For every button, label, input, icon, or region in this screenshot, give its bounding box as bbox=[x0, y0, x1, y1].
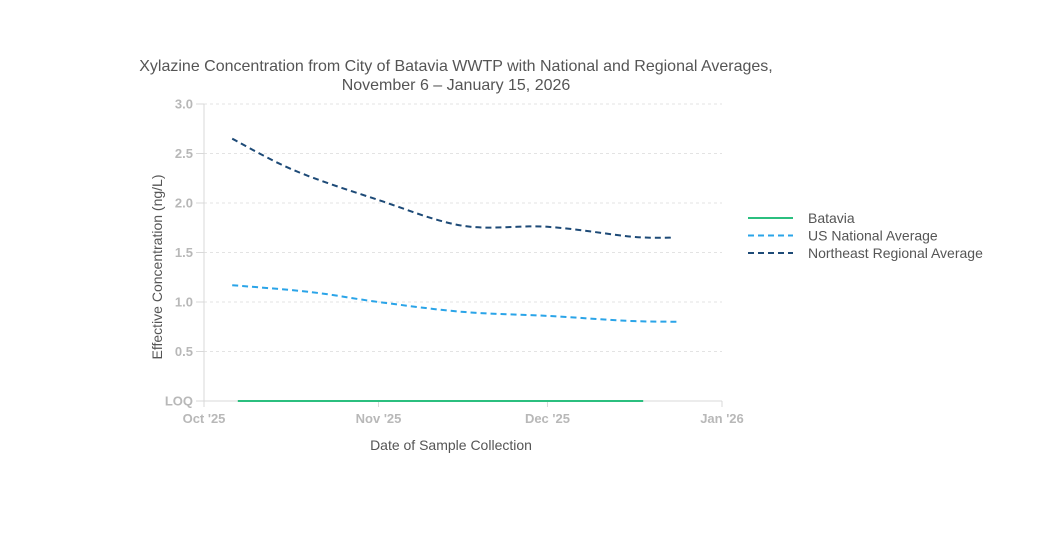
legend-label-us-national-average: US National Average bbox=[808, 228, 938, 244]
y-tick-label: 1.5 bbox=[175, 245, 193, 260]
y-tick-label: 1.0 bbox=[175, 295, 193, 310]
y-tick-label: 0.5 bbox=[175, 344, 193, 359]
legend-label-batavia: Batavia bbox=[808, 210, 855, 226]
chart-title: Xylazine Concentration from City of Bata… bbox=[139, 58, 773, 75]
x-axis-title: Date of Sample Collection bbox=[370, 437, 532, 453]
grid-lines bbox=[204, 103, 722, 352]
y-tick-label: 2.5 bbox=[175, 146, 193, 161]
y-axis-title: Effective Concentration (ng/L) bbox=[149, 175, 165, 360]
y-tick-label: 3.0 bbox=[175, 97, 193, 112]
series-line-us-national-average bbox=[232, 284, 678, 323]
legend-label-northeast-regional-average: Northeast Regional Average bbox=[808, 245, 983, 261]
x-tick-label: Dec '25 bbox=[525, 411, 570, 426]
x-tick-label: Oct '25 bbox=[183, 411, 226, 426]
chart-subtitle: November 6 – January 15, 2026 bbox=[342, 77, 571, 94]
y-axis-ticks: LOQ 0.5 1.0 1.5 2.0 2.5 3.0 bbox=[165, 97, 204, 409]
y-tick-label: 2.0 bbox=[175, 196, 193, 211]
series-lines bbox=[231, 137, 678, 403]
series-line-northeast-regional-average bbox=[231, 137, 672, 239]
y-tick-label: LOQ bbox=[165, 394, 193, 409]
x-tick-label: Nov '25 bbox=[356, 411, 402, 426]
x-tick-label: Jan '26 bbox=[700, 411, 744, 426]
x-axis-ticks: Oct '25 Nov '25 Dec '25 Jan '26 bbox=[183, 401, 744, 426]
